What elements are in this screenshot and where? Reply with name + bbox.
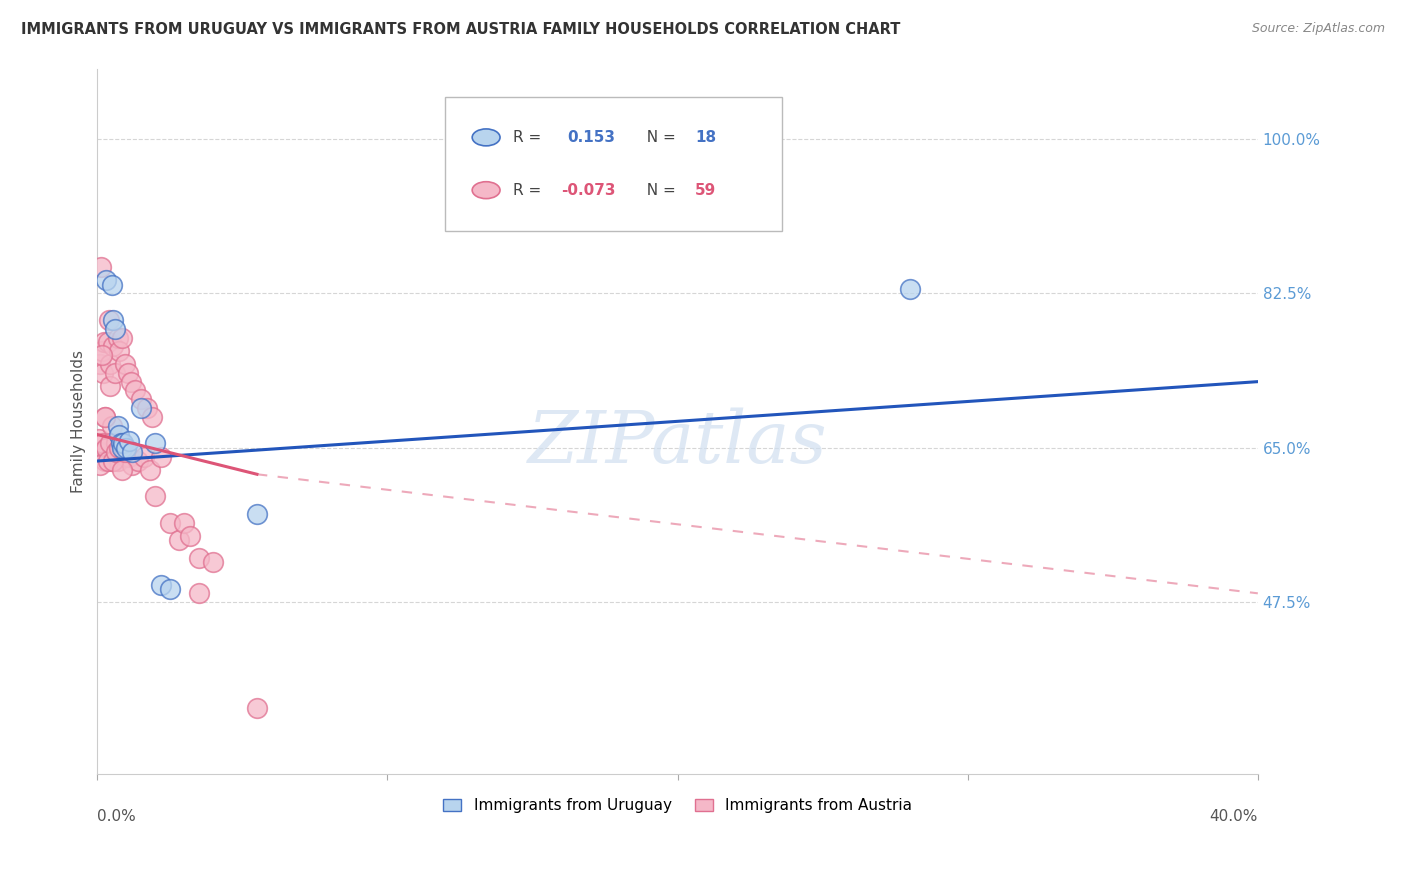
Point [101,277,124,292]
Point [173,516,195,530]
Point [159,582,181,596]
Point [91,436,114,450]
Point [114,445,136,459]
Point [101,418,124,433]
Point [100,379,122,393]
Point [111,330,134,344]
Point [110,436,132,450]
Point [103,339,125,353]
Point [101,454,124,468]
Point [103,313,125,327]
Circle shape [472,182,501,199]
Point [150,577,173,591]
Text: 18: 18 [695,130,716,145]
Point [129,392,152,407]
Point [107,330,129,344]
Point [90,260,112,274]
Point [93,334,115,349]
Point [118,450,141,464]
Point [104,322,127,336]
Text: R =: R = [513,130,551,145]
Point [187,551,209,566]
Point [159,516,181,530]
Circle shape [472,129,501,146]
Point [105,445,128,459]
Text: N =: N = [637,130,681,145]
Point [115,450,138,464]
Point [187,586,209,600]
Text: Source: ZipAtlas.com: Source: ZipAtlas.com [1251,22,1385,36]
Point [91,366,114,380]
Point [89,445,111,459]
Point [96,454,118,468]
Text: ZIPatlas: ZIPatlas [527,408,827,478]
Point [90,348,112,362]
Point [112,441,135,455]
Point [111,463,134,477]
Text: 0.153: 0.153 [568,130,616,145]
Point [110,436,132,450]
Point [246,507,269,521]
Point [898,282,921,296]
Text: 59: 59 [695,183,716,198]
Point [93,409,115,424]
FancyBboxPatch shape [446,96,782,231]
Point [135,401,157,416]
Point [127,454,149,468]
Point [94,454,117,468]
Point [103,454,125,468]
Point [96,334,118,349]
Point [141,409,163,424]
Point [167,533,190,548]
Point [87,432,110,446]
Point [93,409,115,424]
Point [121,445,143,459]
Point [124,384,146,398]
Point [118,434,141,448]
Point [98,357,121,371]
Text: IMMIGRANTS FROM URUGUAY VS IMMIGRANTS FROM AUSTRIA FAMILY HOUSEHOLDS CORRELATION: IMMIGRANTS FROM URUGUAY VS IMMIGRANTS FR… [21,22,900,37]
Point [115,441,138,455]
Point [94,441,117,455]
Text: -0.073: -0.073 [561,183,616,198]
Point [89,458,111,473]
Y-axis label: Family Households: Family Households [72,350,86,492]
Point [145,489,167,503]
Point [112,436,135,450]
Point [202,556,225,570]
Point [114,357,136,371]
Point [121,458,143,473]
Point [138,463,160,477]
Point [90,343,112,358]
Text: 40.0%: 40.0% [1209,809,1258,824]
Text: N =: N = [637,183,681,198]
Point [145,436,167,450]
Text: 0.0%: 0.0% [97,809,136,824]
Point [108,427,131,442]
Point [246,701,269,715]
Point [179,529,201,543]
Legend: Immigrants from Uruguay, Immigrants from Austria: Immigrants from Uruguay, Immigrants from… [437,792,918,820]
Text: R =: R = [513,183,546,198]
Point [107,454,129,468]
Point [89,357,111,371]
Point [108,441,131,455]
Point [150,450,173,464]
Point [120,375,142,389]
Point [107,418,129,433]
Point [97,313,120,327]
Point [94,273,117,287]
Point [105,436,128,450]
Point [100,436,122,450]
Point [104,366,127,380]
Point [108,343,131,358]
Point [129,401,152,416]
Point [117,366,139,380]
Point [132,450,155,464]
Point [111,441,134,455]
